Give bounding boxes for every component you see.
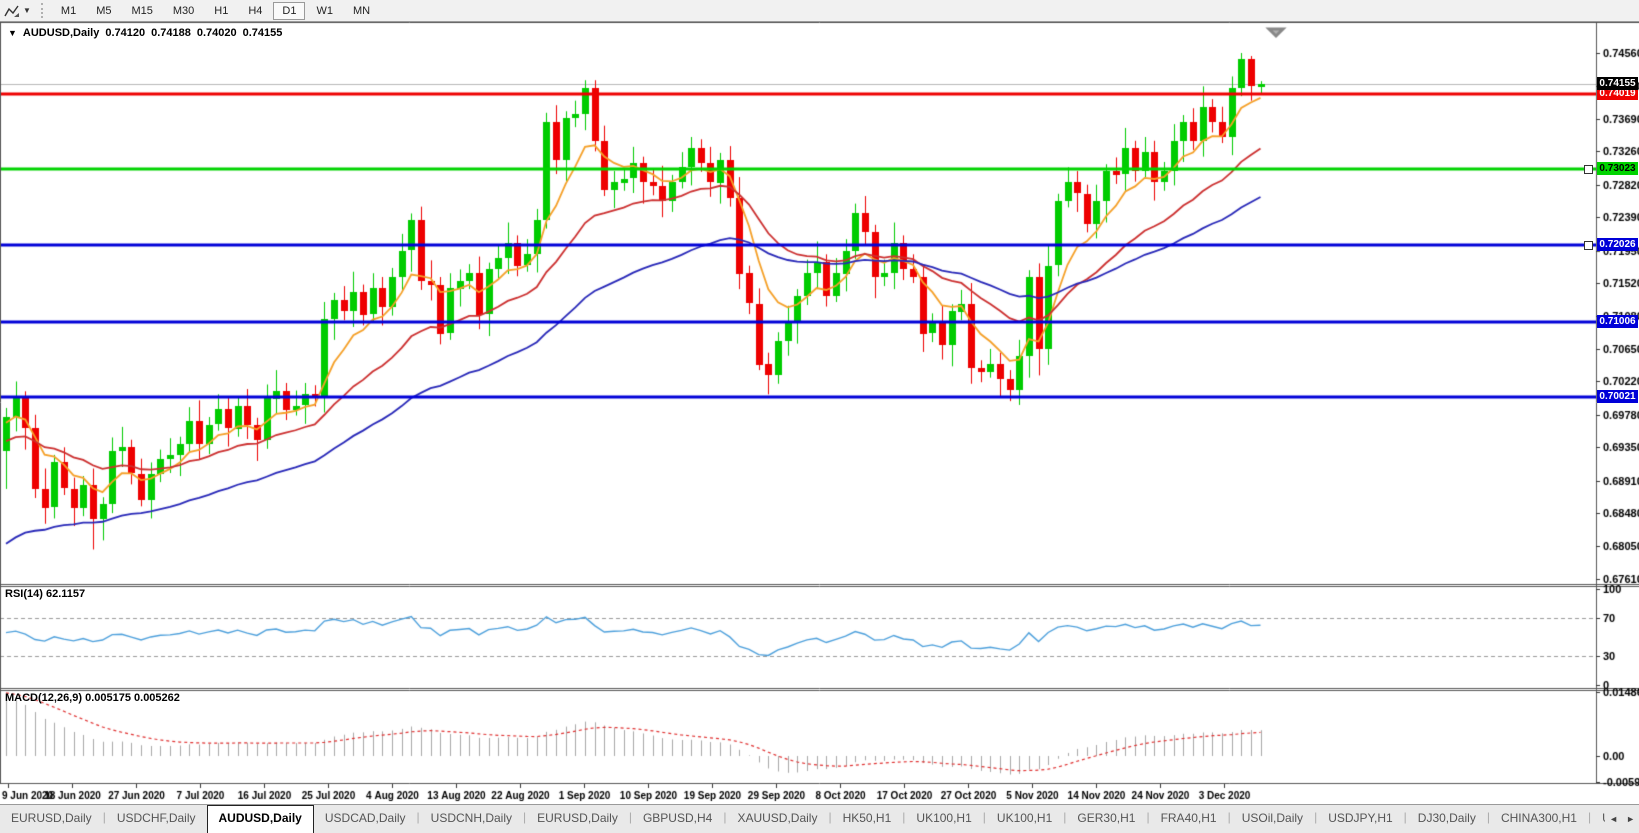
current-price-box: 0.74155 (1597, 77, 1638, 90)
timeframe-h4[interactable]: H4 (248, 4, 263, 17)
chart-tab-uk100-h1[interactable]: UK100,H1 (916, 811, 972, 825)
tab-separator: | (416, 810, 420, 824)
chart-tab-gbpusd-h4[interactable]: GBPUSD,H4 (642, 811, 713, 825)
timeframe-m30[interactable]: M30 (172, 4, 195, 17)
price-label-box-0.73023: 0.73023 (1597, 162, 1638, 175)
chart-tab-fra40-h1[interactable]: FRA40,H1 (1160, 811, 1217, 825)
tab-separator: | (523, 810, 527, 824)
dropdown-caret-icon[interactable]: ▼ (23, 6, 31, 15)
chart-tab-usdcad-daily[interactable]: USDCAD,Daily (324, 811, 406, 825)
chart-tab-usdjpy-h1[interactable]: USDJPY,H1 (1328, 811, 1393, 825)
tab-separator: | (1587, 810, 1592, 824)
tab-separator: | (102, 810, 106, 824)
tab-separator: | (1403, 810, 1407, 824)
timeframe-w1[interactable]: W1 (316, 4, 333, 17)
price-label-box-0.74019: 0.74019 (1597, 87, 1638, 100)
tab-separator: | (902, 810, 906, 824)
tab-separator: | (828, 810, 832, 824)
chart-title: ▼ AUDUSD,Daily 0.74120 0.74188 0.74020 0… (8, 27, 288, 39)
chart-tabbar: EURUSD,Daily | USDCHF,Daily AUDUSD,Daily USD… (0, 804, 1639, 833)
symbol-period: AUDUSD,Daily (22, 27, 100, 39)
timeframe-m15[interactable]: M15 (131, 4, 153, 17)
line-handle[interactable] (1584, 241, 1593, 250)
chart-tab-ger30-h1[interactable]: GER30,H1 (1077, 811, 1136, 825)
timeframe-toolbar: ▼ M1 M5 M15 M30 H1 H4 D1 W1 MN (0, 0, 1639, 22)
tab-scroll-buttons: ◄ ► (1605, 805, 1639, 832)
chart-tab-usdcnh-daily[interactable]: USDCNH,Daily (430, 811, 513, 825)
chart-tab-dj30-daily[interactable]: DJ30,Daily (1417, 811, 1476, 825)
price-label-box-0.70021: 0.70021 (1597, 390, 1638, 403)
chart-tab-china300-h1[interactable]: CHINA300,H1 (1500, 811, 1577, 825)
collapse-caret-icon[interactable]: ▼ (8, 28, 17, 38)
tab-separator: | (1146, 810, 1150, 824)
rsi-indicator-label: RSI(14) 62.1157 (5, 588, 86, 600)
chart-tab-usoil-daily[interactable]: USOil,Daily (1241, 811, 1304, 825)
tab-separator: | (1063, 810, 1067, 824)
timeframe-h1[interactable]: H1 (214, 4, 229, 17)
line-handle[interactable] (1584, 165, 1593, 174)
toolbar-grip[interactable] (40, 3, 43, 18)
timeframe-mn[interactable]: MN (352, 4, 371, 17)
line-studies-icon[interactable] (4, 4, 20, 18)
chart-tab-usdchf-daily[interactable]: USDCHF,Daily (116, 811, 196, 825)
macd-indicator-label: MACD(12,26,9) 0.005175 0.005262 (5, 692, 180, 704)
chart-window: ▼ AUDUSD,Daily 0.74120 0.74188 0.74020 0… (0, 22, 1639, 803)
tab-separator: | (1227, 810, 1231, 824)
chart-tab-hk50-h1[interactable]: HK50,H1 (842, 811, 892, 825)
timeframe-m5[interactable]: M5 (96, 4, 112, 17)
timeframe-m1[interactable]: M1 (60, 4, 77, 17)
chart-tab-eurusd-daily[interactable]: EURUSD,Daily (537, 811, 618, 825)
price-label-box-0.71006: 0.71006 (1597, 315, 1638, 328)
timeframe-d1[interactable]: D1 (273, 1, 306, 20)
price-label-box-0.72026: 0.72026 (1597, 238, 1638, 251)
chart-canvas[interactable] (0, 22, 1639, 803)
tab-scroll-right-icon[interactable]: ► (1626, 813, 1635, 824)
timeframe-buttons: M1 M5 M15 M30 H1 H4 D1 W1 MN (51, 1, 380, 20)
ohlc-high: 0.74188 (151, 27, 191, 39)
ohlc-open: 0.74120 (105, 27, 146, 39)
chart-tab-uk100-h1[interactable]: UK100,H1 (996, 811, 1053, 825)
tab-separator: | (1314, 810, 1318, 824)
ohlc-close: 0.74155 (242, 27, 283, 39)
tab-scroll-left-icon[interactable]: ◄ (1609, 813, 1619, 824)
tab-separator: | (1486, 810, 1490, 824)
tab-separator: | (628, 810, 632, 824)
tab-separator: | (723, 810, 727, 824)
chart-tab-audusd-daily[interactable]: AUDUSD,Daily (206, 805, 314, 833)
tab-separator: | (982, 810, 986, 824)
chart-tab-xauusd-daily[interactable]: XAUUSD,Daily (737, 811, 818, 825)
chart-tab-eurusd-daily[interactable]: EURUSD,Daily (11, 811, 92, 825)
ohlc-low: 0.74020 (196, 27, 237, 39)
